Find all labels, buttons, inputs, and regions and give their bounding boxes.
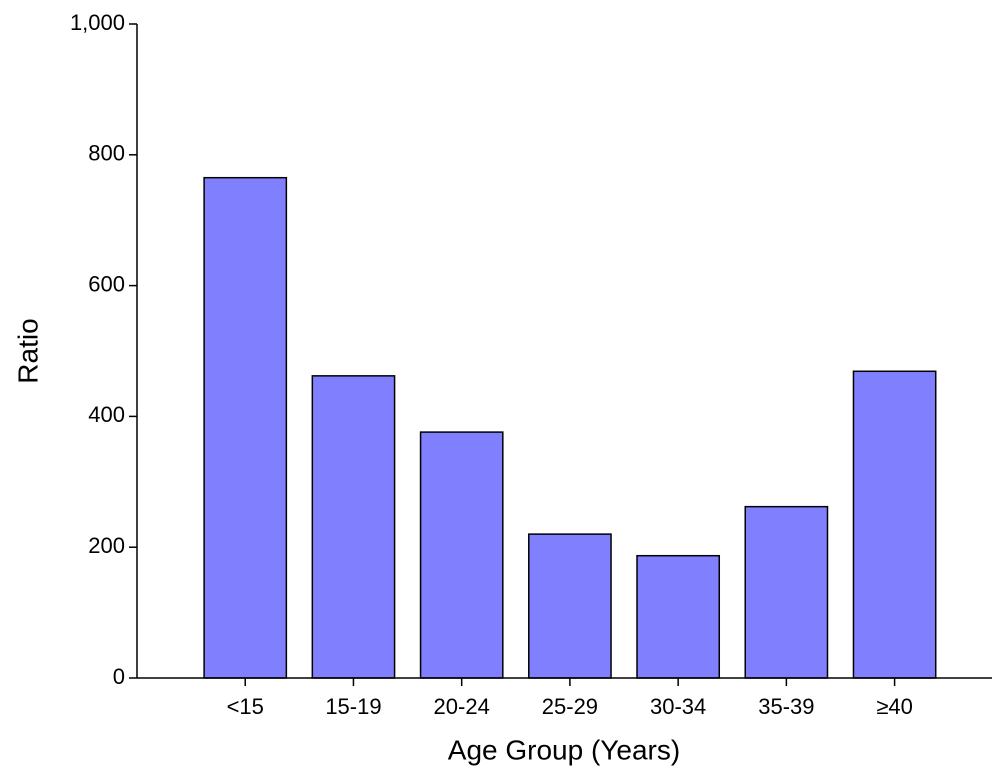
y-tick-label: 0: [113, 664, 125, 689]
bar: [311, 375, 396, 679]
y-tick-label: 1,000: [70, 10, 125, 35]
y-tick-label: 400: [88, 402, 125, 427]
x-tick-label: 25-29: [542, 694, 598, 719]
bar: [744, 505, 829, 679]
x-tick-label: 30-34: [650, 694, 706, 719]
y-axis-title: Ratio: [12, 318, 43, 383]
bar: [203, 176, 288, 679]
x-tick-label: <15: [227, 694, 264, 719]
bar: [528, 533, 612, 679]
bar: [852, 370, 937, 679]
x-tick-label: 15-19: [325, 694, 381, 719]
x-axis-title: Age Group (Years): [448, 734, 680, 765]
x-tick-label: ≥40: [876, 694, 913, 719]
y-tick-label: 800: [88, 141, 125, 166]
y-tick-label: 600: [88, 271, 125, 296]
y-tick-label: 200: [88, 533, 125, 558]
x-tick-label: 20-24: [434, 694, 490, 719]
x-tick-label: 35-39: [758, 694, 814, 719]
bar: [636, 554, 721, 679]
bar: [419, 431, 504, 679]
